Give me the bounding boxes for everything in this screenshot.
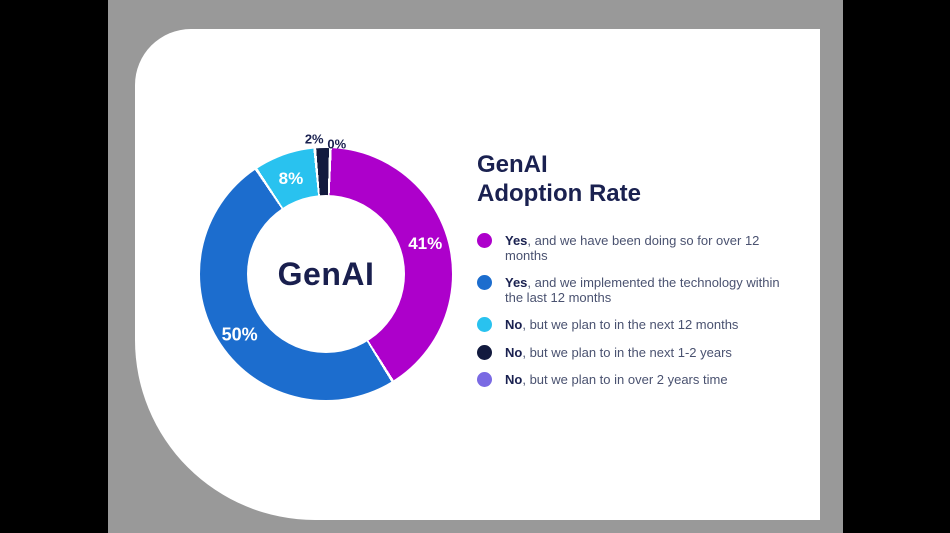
legend-label-prefix: Yes [505, 233, 528, 248]
legend-label-prefix: No [505, 372, 523, 387]
legend: Yes, and we have been doing so for over … [477, 233, 785, 388]
legend-label: Yes, and we implemented the technology w… [505, 275, 785, 305]
legend-swatch-navy [477, 344, 492, 360]
chart-title-line1: GenAI [477, 151, 548, 178]
legend-swatch-violet [477, 372, 492, 387]
chart-info-panel: GenAI Adoption Rate Yes, and we have bee… [477, 150, 785, 401]
donut-center-label: GenAI [277, 255, 375, 292]
legend-label-prefix: No [505, 344, 523, 360]
legend-label-rest: , and we implemented the technology with… [505, 275, 780, 305]
legend-label-rest: , and we have been doing so for over 12 … [505, 233, 760, 263]
legend-label: No, but we plan to in the next 1-2 years [505, 344, 732, 361]
legend-item: Yes, and we implemented the technology w… [477, 275, 785, 305]
slice-label: 2% [304, 131, 324, 147]
chart-title-line2: Adoption Rate [477, 180, 641, 207]
legend-item: Yes, and we have been doing so for over … [477, 233, 785, 263]
legend-label-prefix: No [505, 317, 523, 332]
slide-background: GenAI 41% 50% 8% 2% 0% GenAI Adoption Rate Y… [108, 0, 843, 533]
legend-label: No, but we plan to in over 2 years time [505, 372, 728, 388]
content-card: GenAI 41% 50% 8% 2% 0% GenAI Adoption Rate Y… [135, 29, 820, 520]
legend-swatch-blue [477, 275, 492, 290]
legend-label-rest: , but we plan to in over 2 years time [522, 372, 728, 387]
legend-swatch-magenta [477, 233, 492, 248]
slice-label: 41% [408, 233, 443, 253]
legend-swatch-cyan [477, 317, 492, 332]
legend-label-prefix: Yes [505, 275, 528, 290]
donut-chart: GenAI 41% 50% 8% 2% 0% [200, 132, 452, 400]
legend-item: No, but we plan to in the next 12 months [477, 317, 785, 333]
legend-label-rest: , but we plan to in the next 1-2 years [522, 344, 732, 360]
legend-label: No, but we plan to in the next 12 months [505, 317, 739, 333]
slice-label: 8% [278, 169, 304, 189]
legend-item: No, but we plan to in over 2 years time [477, 372, 785, 388]
slice-label: 0% [327, 136, 347, 152]
slice-label: 50% [221, 324, 258, 345]
donut-center: GenAI [247, 195, 405, 353]
legend-item: No, but we plan to in the next 1-2 years [477, 344, 785, 361]
chart-title: GenAI Adoption Rate [477, 150, 785, 208]
legend-label-rest: , but we plan to in the next 12 months [522, 317, 739, 332]
legend-label: Yes, and we have been doing so for over … [505, 233, 785, 263]
